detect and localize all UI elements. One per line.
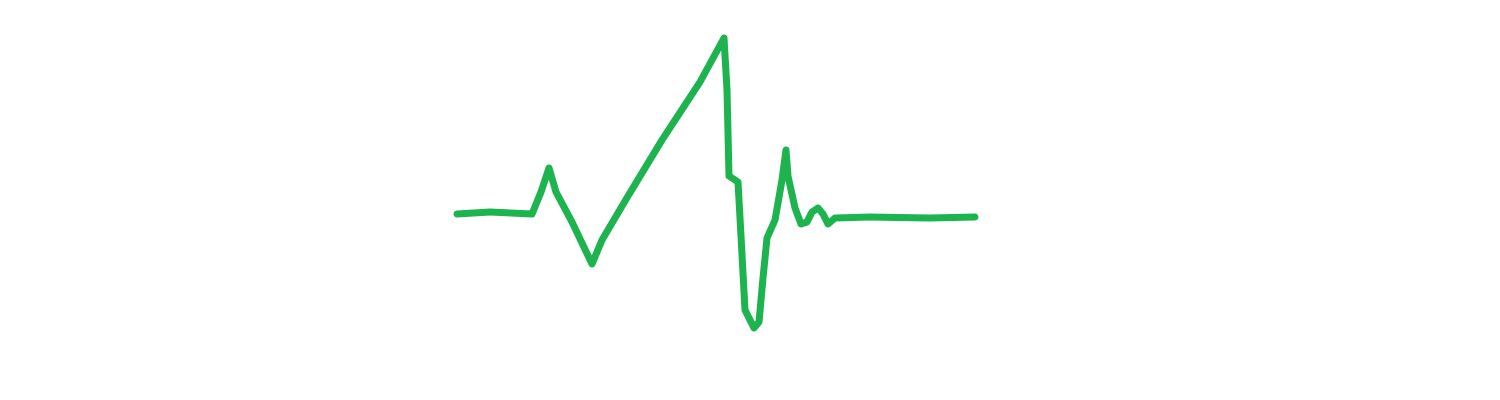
heartbeat-trace bbox=[453, 34, 979, 332]
